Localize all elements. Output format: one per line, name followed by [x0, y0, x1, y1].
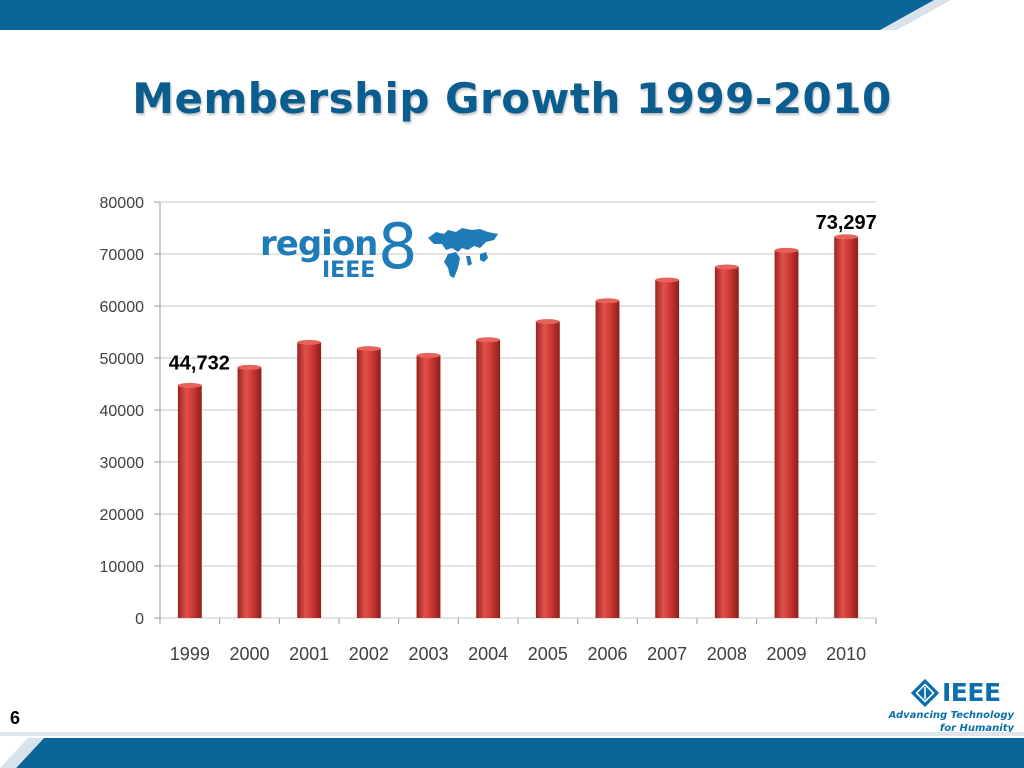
bar-top-2001 — [297, 339, 322, 345]
bar-2006 — [595, 300, 620, 618]
bottom-banner — [0, 732, 1024, 768]
ieee-brand: IEEE Advancing Technology for Humanity — [889, 676, 1020, 736]
bar-2002 — [356, 348, 381, 618]
y-tick-label: 0 — [135, 611, 144, 628]
slide-title: Membership Growth 1999-2010 — [132, 74, 892, 123]
x-tick-label: 2000 — [229, 644, 269, 664]
bar-2001 — [297, 342, 322, 618]
bar-2010 — [834, 236, 859, 618]
x-tick-label: 1999 — [170, 644, 210, 664]
region8-logo: region IEEE 8 — [256, 216, 506, 286]
logo-sub: IEEE — [322, 258, 376, 283]
bar-top-2008 — [714, 264, 739, 270]
x-tick-label: 2008 — [707, 644, 747, 664]
bar-2004 — [476, 339, 501, 618]
y-tick-label: 10000 — [100, 559, 145, 576]
ieee-tagline-2: for Humanity — [939, 723, 1014, 734]
bar-top-2003 — [416, 352, 441, 358]
bar-top-2000 — [237, 364, 262, 370]
bar-2007 — [655, 280, 680, 618]
bar-top-2009 — [774, 247, 799, 253]
ieee-wordmark: IEEE — [942, 678, 1001, 707]
bar-top-2002 — [356, 346, 381, 352]
page-number: 6 — [10, 708, 21, 728]
bar-2000 — [237, 367, 262, 618]
x-tick-label: 2006 — [587, 644, 627, 664]
x-tick-label: 2002 — [349, 644, 389, 664]
y-tick-label: 30000 — [100, 455, 145, 472]
bar-2008 — [714, 267, 739, 618]
x-tick-label: 2009 — [766, 644, 806, 664]
bar-2005 — [535, 321, 560, 618]
bar-top-2005 — [535, 319, 560, 325]
bar-top-2006 — [595, 298, 620, 304]
x-tick-label: 2001 — [289, 644, 329, 664]
x-tick-label: 2007 — [647, 644, 687, 664]
data-label-2010: 73,297 — [816, 212, 877, 234]
data-label-1999: 44,732 — [169, 352, 230, 374]
bar-chart: 0 10000 20000 30000 40000 50000 60000 70000 8000… — [100, 195, 877, 664]
bar-2009 — [774, 250, 799, 619]
bar-top-1999 — [177, 382, 202, 388]
bar-top-2010 — [834, 234, 859, 240]
y-tick-label: 50000 — [100, 351, 145, 368]
world-map-icon — [428, 228, 498, 278]
top-banner — [0, 0, 950, 30]
bar-top-2007 — [655, 277, 680, 283]
bar-2003 — [416, 355, 441, 618]
x-tick-label: 2003 — [408, 644, 448, 664]
bar-top-2004 — [476, 337, 501, 343]
logo-number: 8 — [378, 210, 418, 283]
y-tick-label: 80000 — [100, 195, 145, 212]
y-tick-label: 60000 — [100, 299, 145, 316]
y-tick-label: 70000 — [100, 247, 145, 264]
bar-1999 — [177, 385, 202, 618]
x-tick-label: 2005 — [528, 644, 568, 664]
logo-word: region — [260, 224, 378, 264]
y-tick-label: 20000 — [100, 507, 145, 524]
x-tick-label: 2004 — [468, 644, 508, 664]
y-tick-label: 40000 — [100, 403, 145, 420]
x-tick-label: 2010 — [826, 644, 866, 664]
ieee-diamond-icon — [910, 678, 940, 708]
ieee-tagline-1: Advancing Technology — [888, 710, 1014, 721]
